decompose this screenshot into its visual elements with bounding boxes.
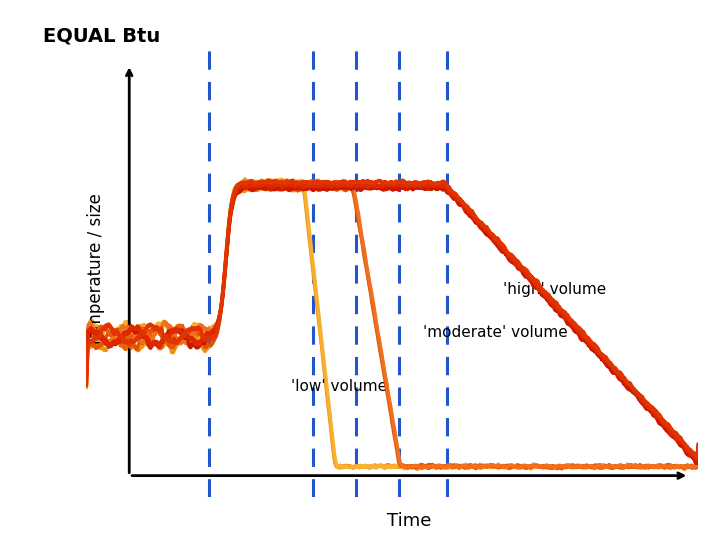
Text: 'moderate' volume: 'moderate' volume [423,325,568,340]
Text: Temperature / size: Temperature / size [86,193,104,347]
Text: 'low' volume: 'low' volume [292,379,387,394]
Text: 'high' volume: 'high' volume [503,282,606,297]
Text: EQUAL Btu: EQUAL Btu [43,27,161,46]
Text: Time: Time [387,512,431,530]
